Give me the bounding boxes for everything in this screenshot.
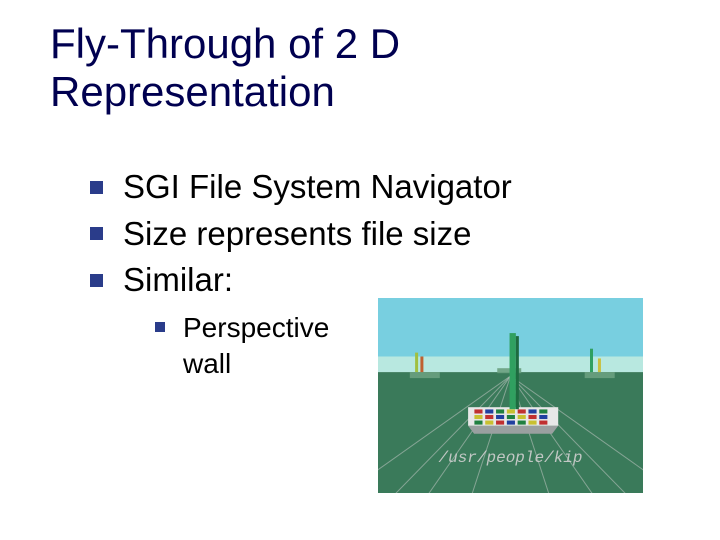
square-bullet-icon xyxy=(90,181,103,194)
bullet-text: Similar: xyxy=(123,258,233,303)
square-bullet-icon xyxy=(155,322,165,332)
slide-title: Fly-Through of 2 D Representation xyxy=(50,20,400,117)
bullet-text: Size represents file size xyxy=(123,212,471,257)
title-line-2: Representation xyxy=(50,68,335,115)
bullet-list: SGI File System Navigator Size represent… xyxy=(90,165,512,305)
bullet-item: Similar: xyxy=(90,258,512,303)
square-bullet-icon xyxy=(90,227,103,240)
sub-bullet-item: Perspective wall xyxy=(155,310,329,383)
sub-bullet-text: Perspective wall xyxy=(183,310,329,383)
fsn-screenshot-figure: /usr/people/kip xyxy=(378,298,643,493)
sub-bullet-list: Perspective wall xyxy=(155,310,329,383)
fsn-svg: /usr/people/kip xyxy=(378,298,643,493)
svg-text:/usr/people/kip: /usr/people/kip xyxy=(438,449,582,467)
bullet-text: SGI File System Navigator xyxy=(123,165,512,210)
square-bullet-icon xyxy=(90,274,103,287)
title-line-1: Fly-Through of 2 D xyxy=(50,20,400,67)
bullet-item: SGI File System Navigator xyxy=(90,165,512,210)
bullet-item: Size represents file size xyxy=(90,212,512,257)
